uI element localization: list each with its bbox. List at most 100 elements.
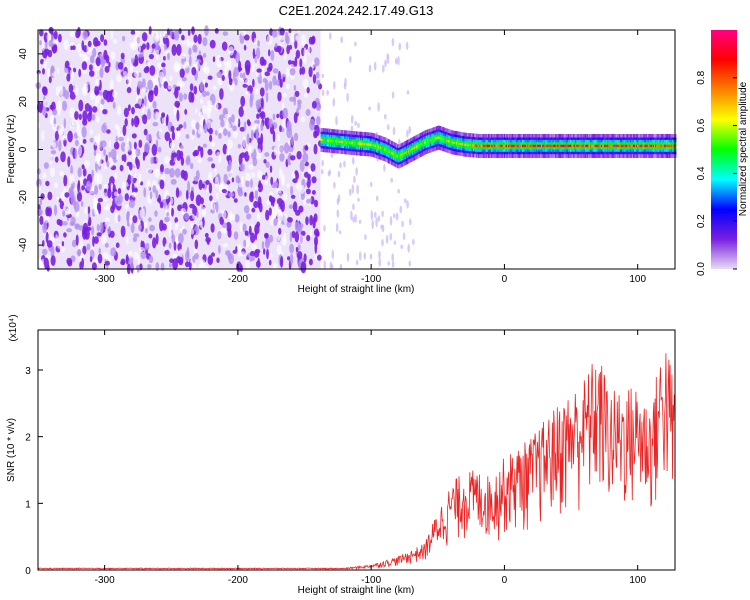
noise-speck — [149, 191, 153, 200]
noise-speck — [95, 57, 101, 67]
noise-speck — [312, 217, 316, 229]
noise-speck — [170, 178, 177, 185]
noise-speck — [165, 205, 168, 215]
noise-speck — [253, 37, 258, 46]
noise-speck — [298, 234, 304, 246]
noise-speck — [110, 148, 117, 160]
noise-speck — [235, 175, 240, 184]
noise-speck — [202, 143, 207, 148]
noise-speck — [126, 87, 132, 94]
signal-core — [357, 142, 360, 145]
noise-speck — [289, 243, 295, 254]
noise-speck — [232, 249, 238, 254]
noise-speck — [39, 29, 44, 37]
noise-speck — [311, 190, 316, 195]
signal-core — [597, 144, 600, 148]
noise-speck — [233, 198, 238, 203]
y-tick-label: -20 — [18, 190, 29, 205]
signal-core — [615, 144, 618, 148]
noise-speck — [74, 148, 78, 160]
signal-core — [490, 144, 492, 148]
noise-speck — [256, 68, 263, 73]
signal-core — [430, 139, 433, 142]
noise-speck — [214, 176, 220, 189]
signal-core — [587, 144, 589, 148]
signal-core — [436, 136, 439, 140]
noise-speck — [114, 172, 118, 180]
noise-speck — [207, 148, 213, 156]
noise-speck — [49, 154, 53, 166]
noise-speck — [130, 262, 134, 270]
noise-speck — [348, 188, 352, 196]
noise-speck — [283, 52, 287, 60]
noise-speck — [260, 122, 264, 132]
noise-speck — [94, 185, 99, 195]
colorbar-gradient — [711, 30, 737, 269]
noise-speck — [250, 191, 254, 198]
signal-core — [596, 144, 599, 148]
noise-speck — [346, 92, 349, 102]
noise-speck — [57, 108, 61, 116]
noise-speck — [141, 103, 145, 115]
noise-speck — [357, 197, 360, 202]
signal-core — [464, 143, 467, 146]
noise-speck — [273, 218, 278, 227]
noise-speck — [63, 118, 66, 129]
noise-speck — [270, 50, 275, 61]
noise-speck — [407, 243, 411, 253]
noise-speck — [63, 205, 66, 211]
noise-speck — [141, 87, 147, 93]
noise-speck — [259, 56, 265, 66]
noise-speck — [125, 254, 129, 265]
noise-speck — [298, 205, 304, 213]
noise-speck — [128, 214, 133, 226]
noise-speck — [301, 230, 306, 236]
noise-speck — [221, 41, 228, 51]
noise-speck — [190, 190, 195, 202]
noise-speck — [207, 157, 214, 162]
signal-core — [600, 144, 603, 148]
noise-speck — [199, 81, 204, 92]
noise-speck — [211, 141, 216, 147]
noise-speck — [83, 160, 90, 169]
signal-core — [443, 138, 446, 141]
noise-speck — [96, 172, 103, 185]
noise-speck — [373, 61, 377, 71]
noise-speck — [141, 32, 148, 42]
noise-speck — [321, 73, 325, 78]
noise-speck — [41, 86, 48, 94]
noise-speck — [189, 83, 194, 92]
signal-core — [420, 143, 423, 146]
noise-speck — [306, 198, 312, 204]
noise-speck — [283, 142, 290, 154]
noise-speck — [185, 157, 191, 166]
signal-core — [411, 148, 414, 151]
noise-speck — [89, 129, 94, 135]
signal-core — [494, 144, 497, 148]
signal-core — [423, 141, 426, 144]
signal-core — [588, 144, 591, 148]
noise-speck — [218, 132, 222, 139]
noise-speck — [152, 122, 159, 127]
y-tick-label: 3 — [25, 366, 31, 377]
signal-core — [556, 144, 559, 148]
signal-core — [402, 152, 405, 156]
noise-speck — [173, 241, 177, 251]
noise-speck — [197, 158, 202, 164]
noise-speck — [130, 57, 135, 64]
signal-core — [506, 144, 508, 148]
noise-speck — [169, 258, 175, 264]
noise-speck — [107, 187, 112, 199]
noise-speck — [63, 39, 69, 51]
noise-speck — [194, 45, 198, 53]
noise-speck — [292, 201, 298, 213]
noise-speck — [82, 110, 88, 122]
noise-speck — [249, 257, 253, 262]
noise-speck — [283, 213, 288, 225]
noise-speck — [240, 175, 245, 185]
noise-speck — [370, 210, 374, 221]
noise-speck — [148, 53, 154, 60]
noise-speck — [138, 224, 142, 232]
noise-speck — [109, 176, 115, 186]
noise-speck — [167, 28, 170, 36]
